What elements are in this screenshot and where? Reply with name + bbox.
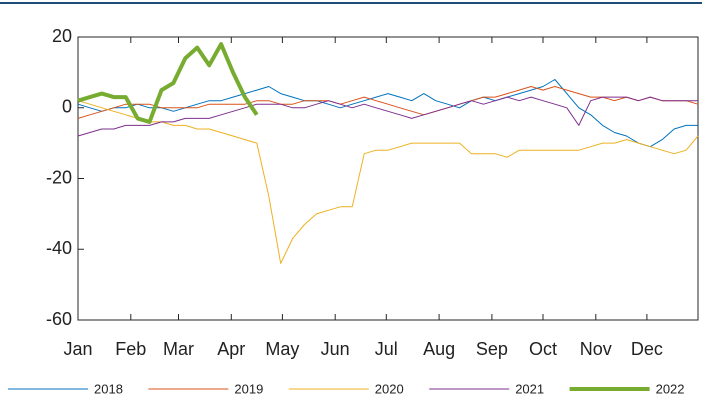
x-tick-label: Jun: [321, 339, 350, 359]
x-tick-label: Oct: [529, 339, 557, 359]
x-tick-label: Nov: [580, 339, 612, 359]
legend-label: 2019: [234, 381, 263, 396]
x-tick-label: Dec: [631, 339, 663, 359]
series-line: [77, 96, 698, 137]
x-tick-label: Feb: [115, 339, 146, 359]
x-tick-label: May: [265, 339, 299, 359]
legend-label: 2021: [515, 381, 544, 396]
y-tick-label: -40: [46, 238, 72, 258]
legend-label: 2022: [656, 381, 685, 396]
x-tick-label: Aug: [423, 339, 455, 359]
x-tick-label: Jul: [375, 339, 398, 359]
y-tick-label: 20: [52, 26, 72, 46]
x-tick-label: Jan: [63, 339, 92, 359]
x-tick-label: Sep: [476, 339, 508, 359]
y-tick-label: -20: [46, 167, 72, 187]
legend-label: 2020: [375, 381, 404, 396]
y-tick-label: 0: [62, 97, 72, 117]
plot-box: [77, 36, 699, 321]
legend-label: 2018: [94, 381, 123, 396]
series-line: [77, 79, 698, 148]
series-line: [77, 86, 699, 119]
x-tick-label: Apr: [217, 339, 245, 359]
series-line: [77, 42, 259, 124]
x-tick-label: Mar: [163, 339, 194, 359]
y-tick-label: -60: [46, 309, 72, 329]
series-line: [77, 100, 699, 264]
